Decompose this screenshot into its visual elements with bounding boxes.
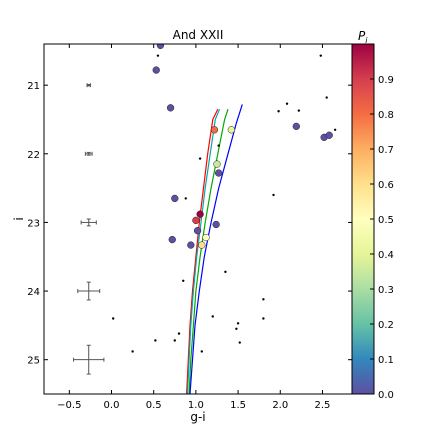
colorbar-tick-label: 0.5 (378, 215, 394, 226)
field-star-point (277, 110, 280, 113)
error-bar-1 (86, 83, 91, 88)
member-star-point (166, 104, 175, 112)
x-tick-label: 0.5 (146, 400, 162, 411)
field-star-point (297, 109, 301, 112)
field-star-point (154, 339, 157, 342)
field-star-point (224, 270, 227, 274)
y-tick-label: 24 (27, 287, 40, 298)
isochrone-line-1 (186, 108, 219, 394)
colorbar-tick-label: 0.4 (378, 250, 394, 261)
field-star-point (235, 327, 238, 331)
field-star-point (236, 322, 240, 325)
field-star-point (238, 341, 241, 344)
colorbar-tick-label: 0.2 (378, 320, 394, 331)
y-tick-label: 23 (27, 218, 40, 229)
field-star-point (182, 279, 185, 282)
y-axis: 21 22 23 24 25 (27, 81, 352, 367)
field-star-point (325, 96, 328, 99)
member-star-point (227, 126, 235, 134)
colorbar-label-main: P (358, 29, 366, 43)
colorbar-label-subscript: i (365, 36, 368, 45)
x-tick-label: 1.0 (188, 400, 204, 411)
member-star-point (192, 216, 200, 225)
colorbar-tick-label: 0.6 (378, 180, 394, 191)
field-star-point (217, 144, 220, 147)
member-star-point (152, 66, 160, 74)
y-axis-label: i (12, 217, 26, 220)
field-star-point (156, 54, 160, 57)
colorbar-tick-label: 0.0 (378, 390, 394, 401)
x-axis-label: g-i (190, 410, 205, 424)
colorbar-tick-label: 0.8 (378, 110, 394, 121)
colorbar-label: Pi (358, 29, 368, 45)
member-star-point (171, 194, 179, 203)
error-bar-5 (73, 344, 105, 375)
field-star-point (184, 197, 187, 200)
field-star-point (200, 350, 203, 353)
field-star-point (319, 54, 322, 57)
member-star-point (168, 235, 176, 244)
field-star-point (177, 332, 181, 335)
member-star-point (325, 131, 333, 139)
colorbar-tick-label: 0.1 (378, 355, 394, 366)
isochrone-line-2 (186, 108, 221, 394)
member-star-point (210, 126, 219, 134)
member-star-point (187, 241, 195, 249)
field-star-point (333, 128, 337, 131)
field-star-point (272, 193, 275, 197)
member-star-point (156, 44, 165, 50)
member-star-point (212, 220, 220, 229)
member-star-point (198, 241, 206, 249)
x-tick-label: 1.5 (230, 400, 246, 411)
member-star-point (196, 210, 204, 218)
error-bar-2 (84, 151, 93, 156)
member-star-point (215, 169, 223, 177)
error-bar-4 (77, 281, 101, 301)
x-axis: −0.5 0.0 0.5 1.0 1.5 2.0 2.5 (57, 44, 330, 411)
y-tick-label: 22 (27, 150, 40, 161)
colorbar-tick-label: 0.3 (378, 285, 394, 296)
x-tick-label: 2.5 (315, 400, 331, 411)
field-star-point (262, 298, 265, 301)
x-tick-label: 2.0 (272, 400, 288, 411)
x-tick-label: −0.5 (57, 400, 81, 411)
member-star-point (202, 233, 210, 242)
field-star-point (111, 317, 115, 320)
member-star-point (213, 160, 221, 168)
colorbar-axis: 0.0 0.1 0.2 0.3 0.4 0.5 0.6 0.7 0.8 0.9 (370, 75, 394, 401)
field-star-point (198, 157, 202, 160)
x-tick-label: 0.0 (104, 400, 120, 411)
member-star-point (193, 227, 202, 235)
chart-title: And XXII (173, 28, 224, 42)
member-star-point (292, 122, 300, 131)
error-bar-layer (73, 83, 105, 375)
field-star-point (173, 339, 176, 342)
y-tick-label: 21 (27, 81, 40, 92)
y-tick-label: 25 (27, 356, 40, 367)
field-star-point (262, 317, 265, 320)
colorbar-tick-label: 0.9 (378, 75, 394, 86)
field-star-point (131, 350, 134, 353)
field-star-point (211, 315, 214, 318)
field-star-point (285, 102, 289, 105)
member-layer (152, 44, 333, 249)
isochrone-line-3 (188, 109, 229, 394)
field-star-layer (111, 54, 337, 353)
colorbar-tick-label: 0.7 (378, 145, 394, 156)
error-bar-3 (80, 218, 97, 227)
